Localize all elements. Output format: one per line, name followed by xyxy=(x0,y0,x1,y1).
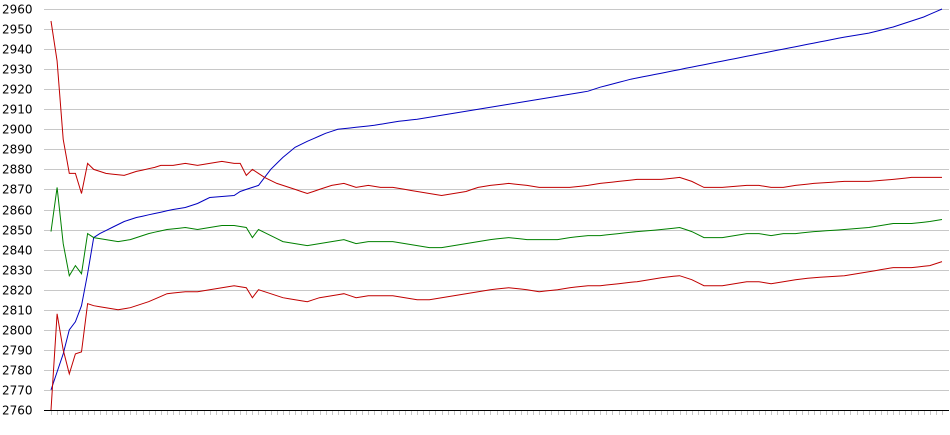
y-tick-label: 2870 xyxy=(2,183,33,197)
y-tick-labels: 2760 2770 2780 2790 2800 2810 2820 2830 2840 2850… xyxy=(2,3,33,418)
y-tick-label: 2840 xyxy=(2,244,33,258)
y-tick-label: 2790 xyxy=(2,344,33,358)
y-tick-label: 2880 xyxy=(2,163,33,177)
y-tick-label: 2930 xyxy=(2,63,33,77)
series-line-2 xyxy=(50,20,942,197)
y-tick-label: 2910 xyxy=(2,103,33,117)
grid-lines xyxy=(44,9,949,411)
y-tick-label: 2950 xyxy=(2,23,33,37)
series-line-1 xyxy=(50,8,943,391)
series-lines xyxy=(50,8,943,411)
series-line-4 xyxy=(50,261,943,411)
y-tick-label: 2920 xyxy=(2,83,33,97)
y-tick-label: 2800 xyxy=(2,324,33,338)
y-tick-label: 2810 xyxy=(2,304,33,318)
y-tick-label: 2940 xyxy=(2,43,33,57)
y-tick-label: 2960 xyxy=(2,3,33,17)
y-tick-label: 2860 xyxy=(2,204,33,218)
y-tick-label: 2780 xyxy=(2,364,33,378)
y-tick-label: 2890 xyxy=(2,143,33,157)
y-tick-label: 2820 xyxy=(2,284,33,298)
y-tick-label: 2830 xyxy=(2,264,33,278)
y-tick-label: 2760 xyxy=(2,404,33,418)
y-tick-label: 2900 xyxy=(2,123,33,137)
y-tick-label: 2850 xyxy=(2,224,33,238)
series-line-3 xyxy=(50,187,943,278)
y-tick-label: 2770 xyxy=(2,384,33,398)
